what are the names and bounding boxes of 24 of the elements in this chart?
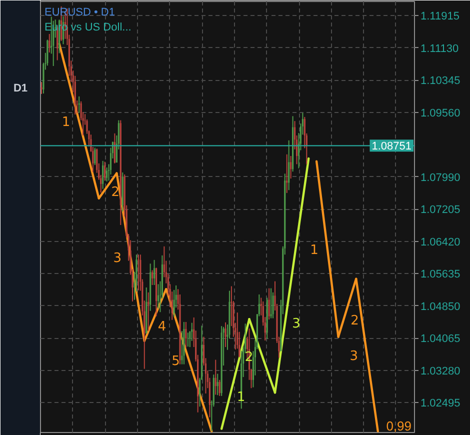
series-label: 2 — [350, 313, 359, 328]
annotation: 0,99 — [386, 418, 412, 434]
y-tick-label: 1.07205 — [420, 204, 460, 216]
y-tick-label: 1.02495 — [420, 398, 460, 410]
ref-line-label: 1.08751 — [372, 140, 412, 153]
series-label: 1 — [62, 115, 70, 130]
series-label: 3 — [350, 349, 358, 364]
series-label: 1 — [310, 243, 318, 258]
text: D1 — [13, 82, 28, 95]
y-tick-label: 1.11915 — [420, 10, 460, 23]
y-tick-label: 1.09560 — [420, 107, 460, 120]
y-tick-label: 1.05635 — [420, 268, 460, 281]
y-tick-label: 1.07990 — [420, 172, 460, 184]
series-label: 4 — [158, 319, 166, 334]
y-tick-label: 1.03280 — [420, 365, 460, 378]
y-tick-label: 1.04065 — [420, 333, 460, 346]
y-tick-label: 1.06420 — [420, 236, 460, 248]
series-label: 3 — [113, 251, 122, 266]
y-tick-label: 1.11130 — [420, 42, 459, 55]
y-tick-label: 1.10345 — [420, 75, 460, 88]
series-label: 2 — [111, 184, 120, 200]
y-tick-label: 1.04850 — [420, 300, 460, 313]
series-label: 3 — [292, 316, 300, 332]
series-label: 5 — [172, 354, 180, 370]
